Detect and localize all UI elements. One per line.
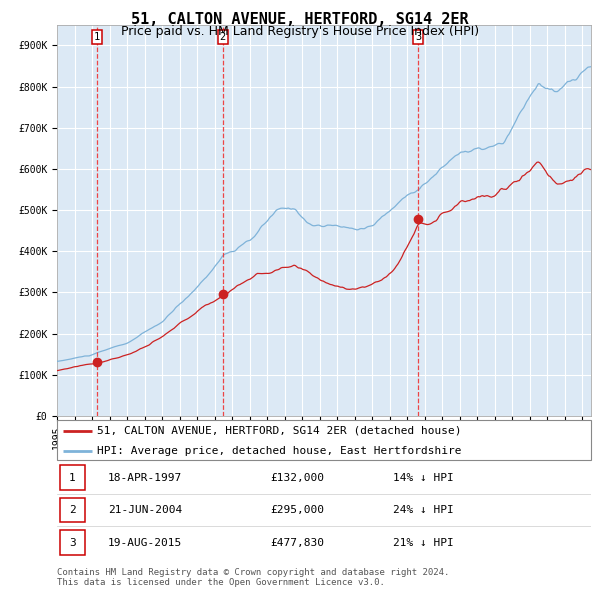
Text: HPI: Average price, detached house, East Hertfordshire: HPI: Average price, detached house, East…: [97, 447, 461, 457]
Text: £295,000: £295,000: [271, 505, 325, 515]
Text: 1: 1: [94, 32, 100, 42]
FancyBboxPatch shape: [59, 466, 85, 490]
Text: 1: 1: [69, 473, 76, 483]
FancyBboxPatch shape: [57, 420, 591, 460]
Text: 51, CALTON AVENUE, HERTFORD, SG14 2ER: 51, CALTON AVENUE, HERTFORD, SG14 2ER: [131, 12, 469, 27]
Text: £132,000: £132,000: [271, 473, 325, 483]
Text: 3: 3: [69, 537, 76, 548]
Text: 3: 3: [415, 32, 421, 42]
Text: 18-APR-1997: 18-APR-1997: [108, 473, 182, 483]
Text: 51, CALTON AVENUE, HERTFORD, SG14 2ER (detached house): 51, CALTON AVENUE, HERTFORD, SG14 2ER (d…: [97, 426, 461, 436]
Text: 21-JUN-2004: 21-JUN-2004: [108, 505, 182, 515]
Text: £477,830: £477,830: [271, 537, 325, 548]
Text: 14% ↓ HPI: 14% ↓ HPI: [394, 473, 454, 483]
Text: Price paid vs. HM Land Registry's House Price Index (HPI): Price paid vs. HM Land Registry's House …: [121, 25, 479, 38]
FancyBboxPatch shape: [59, 530, 85, 555]
Text: 19-AUG-2015: 19-AUG-2015: [108, 537, 182, 548]
Text: Contains HM Land Registry data © Crown copyright and database right 2024.
This d: Contains HM Land Registry data © Crown c…: [57, 568, 449, 587]
FancyBboxPatch shape: [59, 498, 85, 522]
Text: 24% ↓ HPI: 24% ↓ HPI: [394, 505, 454, 515]
Text: 2: 2: [69, 505, 76, 515]
Text: 21% ↓ HPI: 21% ↓ HPI: [394, 537, 454, 548]
Text: 2: 2: [220, 32, 226, 42]
